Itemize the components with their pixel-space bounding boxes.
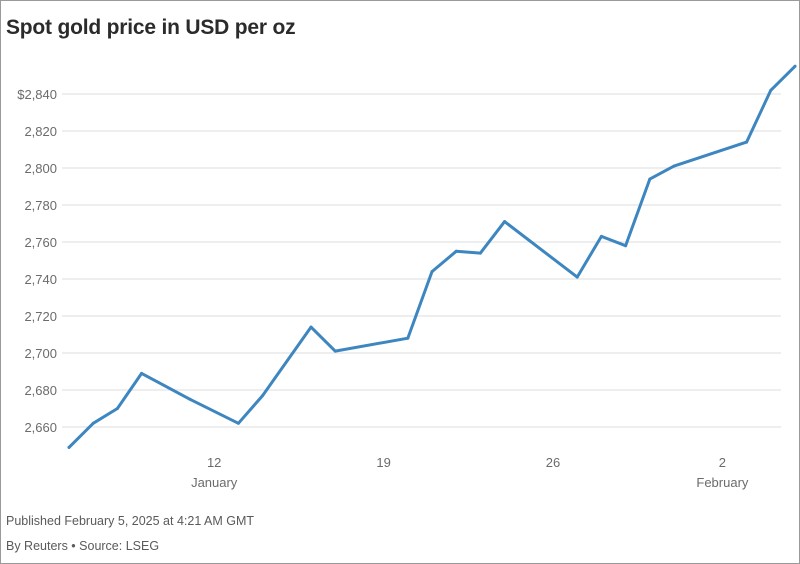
data-point bbox=[67, 445, 71, 449]
x-tick-label: 26 bbox=[546, 455, 560, 470]
y-tick-label: $2,840 bbox=[17, 87, 57, 102]
x-tick-label: 2 bbox=[719, 455, 726, 470]
data-point bbox=[406, 336, 410, 340]
chart-plot: 2,660 2,680 2,700 2,720 2,740 2,760 2,780 2,800… bbox=[17, 64, 797, 490]
data-point bbox=[115, 407, 119, 410]
x-tick-label: 12 bbox=[207, 455, 221, 470]
byline: By Reuters • Source: LSEG bbox=[6, 539, 160, 553]
y-tick-label: 2,820 bbox=[24, 124, 57, 139]
data-point bbox=[478, 251, 482, 255]
data-point bbox=[91, 421, 95, 425]
data-point bbox=[140, 371, 144, 375]
data-point bbox=[454, 249, 458, 253]
data-point bbox=[503, 220, 507, 224]
data-point bbox=[745, 140, 749, 144]
x-month-label: February bbox=[696, 475, 749, 490]
y-tick-label: 2,700 bbox=[24, 346, 57, 361]
data-point bbox=[793, 64, 797, 68]
data-point bbox=[599, 234, 603, 238]
y-tick-label: 2,660 bbox=[24, 420, 57, 435]
series-line bbox=[67, 64, 797, 449]
y-tick-label: 2,740 bbox=[24, 272, 57, 287]
data-point bbox=[261, 394, 265, 398]
x-axis-ticks: 12 January 19 26 2 February bbox=[191, 455, 749, 490]
y-tick-label: 2,800 bbox=[24, 161, 57, 176]
published-date: Published February 5, 2025 at 4:21 AM GM… bbox=[6, 514, 255, 528]
data-point bbox=[672, 164, 676, 168]
x-tick-label: 19 bbox=[376, 455, 390, 470]
gridlines bbox=[62, 93, 781, 428]
x-month-label: January bbox=[191, 475, 238, 490]
y-tick-label: 2,680 bbox=[24, 383, 57, 398]
data-point bbox=[430, 270, 434, 274]
series-line-layer bbox=[67, 64, 797, 449]
y-axis-ticks: 2,660 2,680 2,700 2,720 2,740 2,760 2,780 2,800… bbox=[17, 87, 57, 435]
data-point bbox=[236, 421, 240, 425]
data-point bbox=[309, 325, 313, 329]
y-tick-label: 2,760 bbox=[24, 235, 57, 250]
data-point bbox=[624, 244, 628, 248]
data-point bbox=[575, 275, 579, 279]
data-point bbox=[188, 397, 192, 401]
data-point bbox=[648, 177, 652, 181]
chart-title: Spot gold price in USD per oz bbox=[6, 16, 296, 39]
y-tick-label: 2,720 bbox=[24, 309, 57, 324]
data-point bbox=[769, 88, 773, 92]
y-tick-label: 2,780 bbox=[24, 198, 57, 213]
data-point bbox=[333, 349, 337, 353]
